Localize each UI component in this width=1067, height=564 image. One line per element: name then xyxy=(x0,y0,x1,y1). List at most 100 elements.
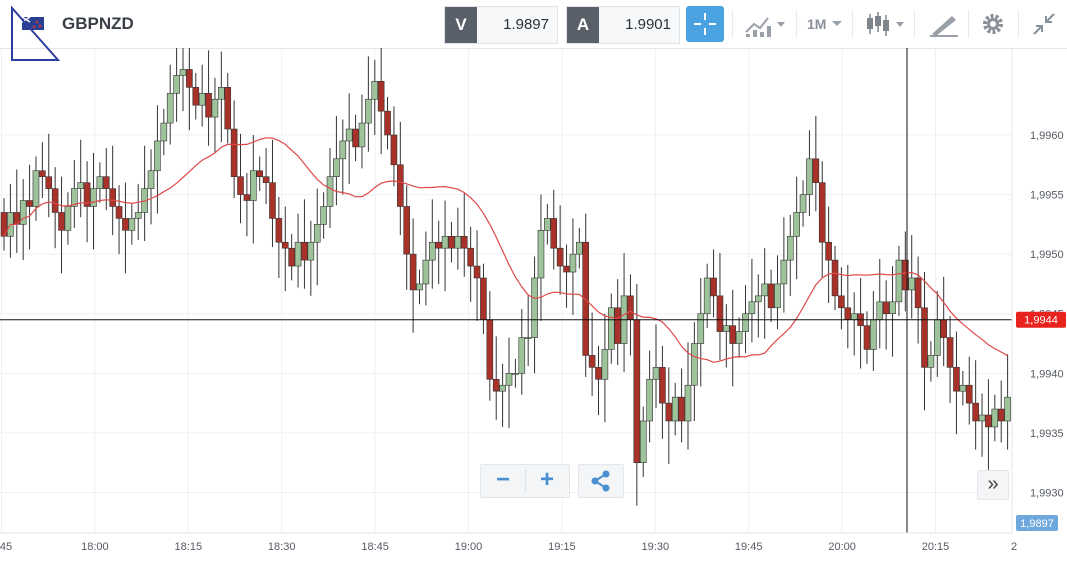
candle-body xyxy=(428,241,436,261)
separator xyxy=(914,10,915,38)
candle-body xyxy=(288,247,295,267)
candle-body xyxy=(345,128,353,142)
x-tick-label: 18:15 xyxy=(175,541,203,553)
timeframe-button[interactable]: 1M xyxy=(804,6,846,42)
candle-body xyxy=(838,295,845,309)
y-tick-label: 1,9950 xyxy=(1030,249,1064,261)
candle-body xyxy=(448,235,455,249)
candle-body xyxy=(908,277,916,291)
candle-body xyxy=(921,307,928,368)
drawing-tool-icon xyxy=(930,16,958,37)
crosshair-button[interactable] xyxy=(686,6,724,42)
candle-body xyxy=(51,188,59,213)
settings-button[interactable] xyxy=(976,6,1010,42)
candle-body xyxy=(307,241,315,261)
candle-body xyxy=(71,188,78,207)
candle-body xyxy=(518,337,526,374)
bid-price-box[interactable]: V 1.9897 xyxy=(444,6,558,44)
candle-body xyxy=(652,367,660,380)
candle-body xyxy=(902,259,909,291)
candle-body xyxy=(684,384,692,422)
candle-body xyxy=(799,194,807,213)
candle-body xyxy=(205,92,212,118)
candle-body xyxy=(90,188,97,207)
current-price-tag-label: 1,9944 xyxy=(1024,315,1058,327)
candle-body xyxy=(914,277,922,309)
candle-body xyxy=(576,241,583,255)
candle-body xyxy=(83,182,91,207)
candle-body xyxy=(588,355,596,368)
candle-body xyxy=(601,349,609,380)
candle-body xyxy=(211,98,219,118)
candle-body xyxy=(237,176,244,195)
candle-body xyxy=(786,235,794,261)
candle-body xyxy=(889,301,896,315)
candle-body xyxy=(160,122,168,142)
candle-body xyxy=(77,182,85,189)
candle-body xyxy=(831,259,839,297)
candle-body xyxy=(269,182,276,219)
candle-body xyxy=(115,206,123,219)
bid-tag: V xyxy=(445,7,477,43)
candle-body xyxy=(639,420,647,463)
candle-body xyxy=(102,176,110,189)
candle-body xyxy=(569,253,577,273)
x-tick-label: 2 xyxy=(1011,541,1017,553)
double-chevron-right-icon: » xyxy=(987,473,999,495)
candlestick-icon xyxy=(867,12,904,36)
candle-body xyxy=(358,122,366,148)
candle-body xyxy=(409,253,417,291)
y-tick-label: 1,9960 xyxy=(1030,130,1064,142)
candle-body xyxy=(301,241,308,261)
zoom-in-button[interactable]: + xyxy=(525,465,569,497)
chart-area[interactable]: 1,99601,99551,99501,99451,99401,99351,99… xyxy=(0,32,1067,559)
candle-body xyxy=(128,218,136,231)
candle-body xyxy=(243,194,251,201)
y-tick-label: 1,9955 xyxy=(1030,190,1064,202)
candle-body xyxy=(895,259,903,303)
candle-body xyxy=(403,206,411,255)
candle-body xyxy=(512,373,519,375)
candle-body xyxy=(537,230,545,279)
y-tick-label: 1,9940 xyxy=(1030,368,1064,380)
candle-body xyxy=(614,307,621,344)
candle-body xyxy=(256,170,263,177)
chart-type-button[interactable] xyxy=(862,6,912,42)
drawing-tools-button[interactable] xyxy=(924,6,964,42)
candle-body xyxy=(173,75,180,94)
candle-body xyxy=(767,283,775,309)
candle-body xyxy=(729,325,737,344)
candle-body xyxy=(607,307,615,350)
candle-body xyxy=(294,241,302,267)
candle-body xyxy=(997,408,1005,422)
candle-body xyxy=(531,277,538,338)
zoom-controls: − + xyxy=(480,464,570,498)
x-tick-label: 18:30 xyxy=(268,541,296,553)
gbpnzd-flag-icon xyxy=(10,5,61,61)
candle-body xyxy=(844,307,852,320)
scroll-to-latest-button[interactable]: » xyxy=(977,470,1009,500)
candle-body xyxy=(281,241,289,249)
candle-body xyxy=(965,384,973,404)
candlestick-chart[interactable]: 1,99601,99551,99501,99451,99401,99351,99… xyxy=(0,32,1067,559)
candle-body xyxy=(524,337,532,339)
share-icon xyxy=(591,470,610,492)
candle-body xyxy=(45,176,53,189)
candle-body xyxy=(716,295,724,332)
share-button[interactable] xyxy=(578,464,624,498)
zoom-out-button[interactable]: − xyxy=(481,465,525,497)
candle-body xyxy=(940,319,947,338)
indicators-button[interactable] xyxy=(742,6,792,42)
x-tick-label: 18:00 xyxy=(81,541,109,553)
fullscreen-button[interactable] xyxy=(1026,6,1062,42)
candle-body xyxy=(39,170,46,177)
candle-body xyxy=(946,337,954,368)
candle-body xyxy=(58,212,65,231)
candle-body xyxy=(166,92,174,124)
candle-body xyxy=(313,224,321,243)
candle-body xyxy=(109,188,116,207)
candle-body xyxy=(991,408,999,428)
ask-price-box[interactable]: A 1.9901 xyxy=(566,6,680,44)
candle-body xyxy=(863,325,871,350)
ask-tag: A xyxy=(567,7,599,43)
